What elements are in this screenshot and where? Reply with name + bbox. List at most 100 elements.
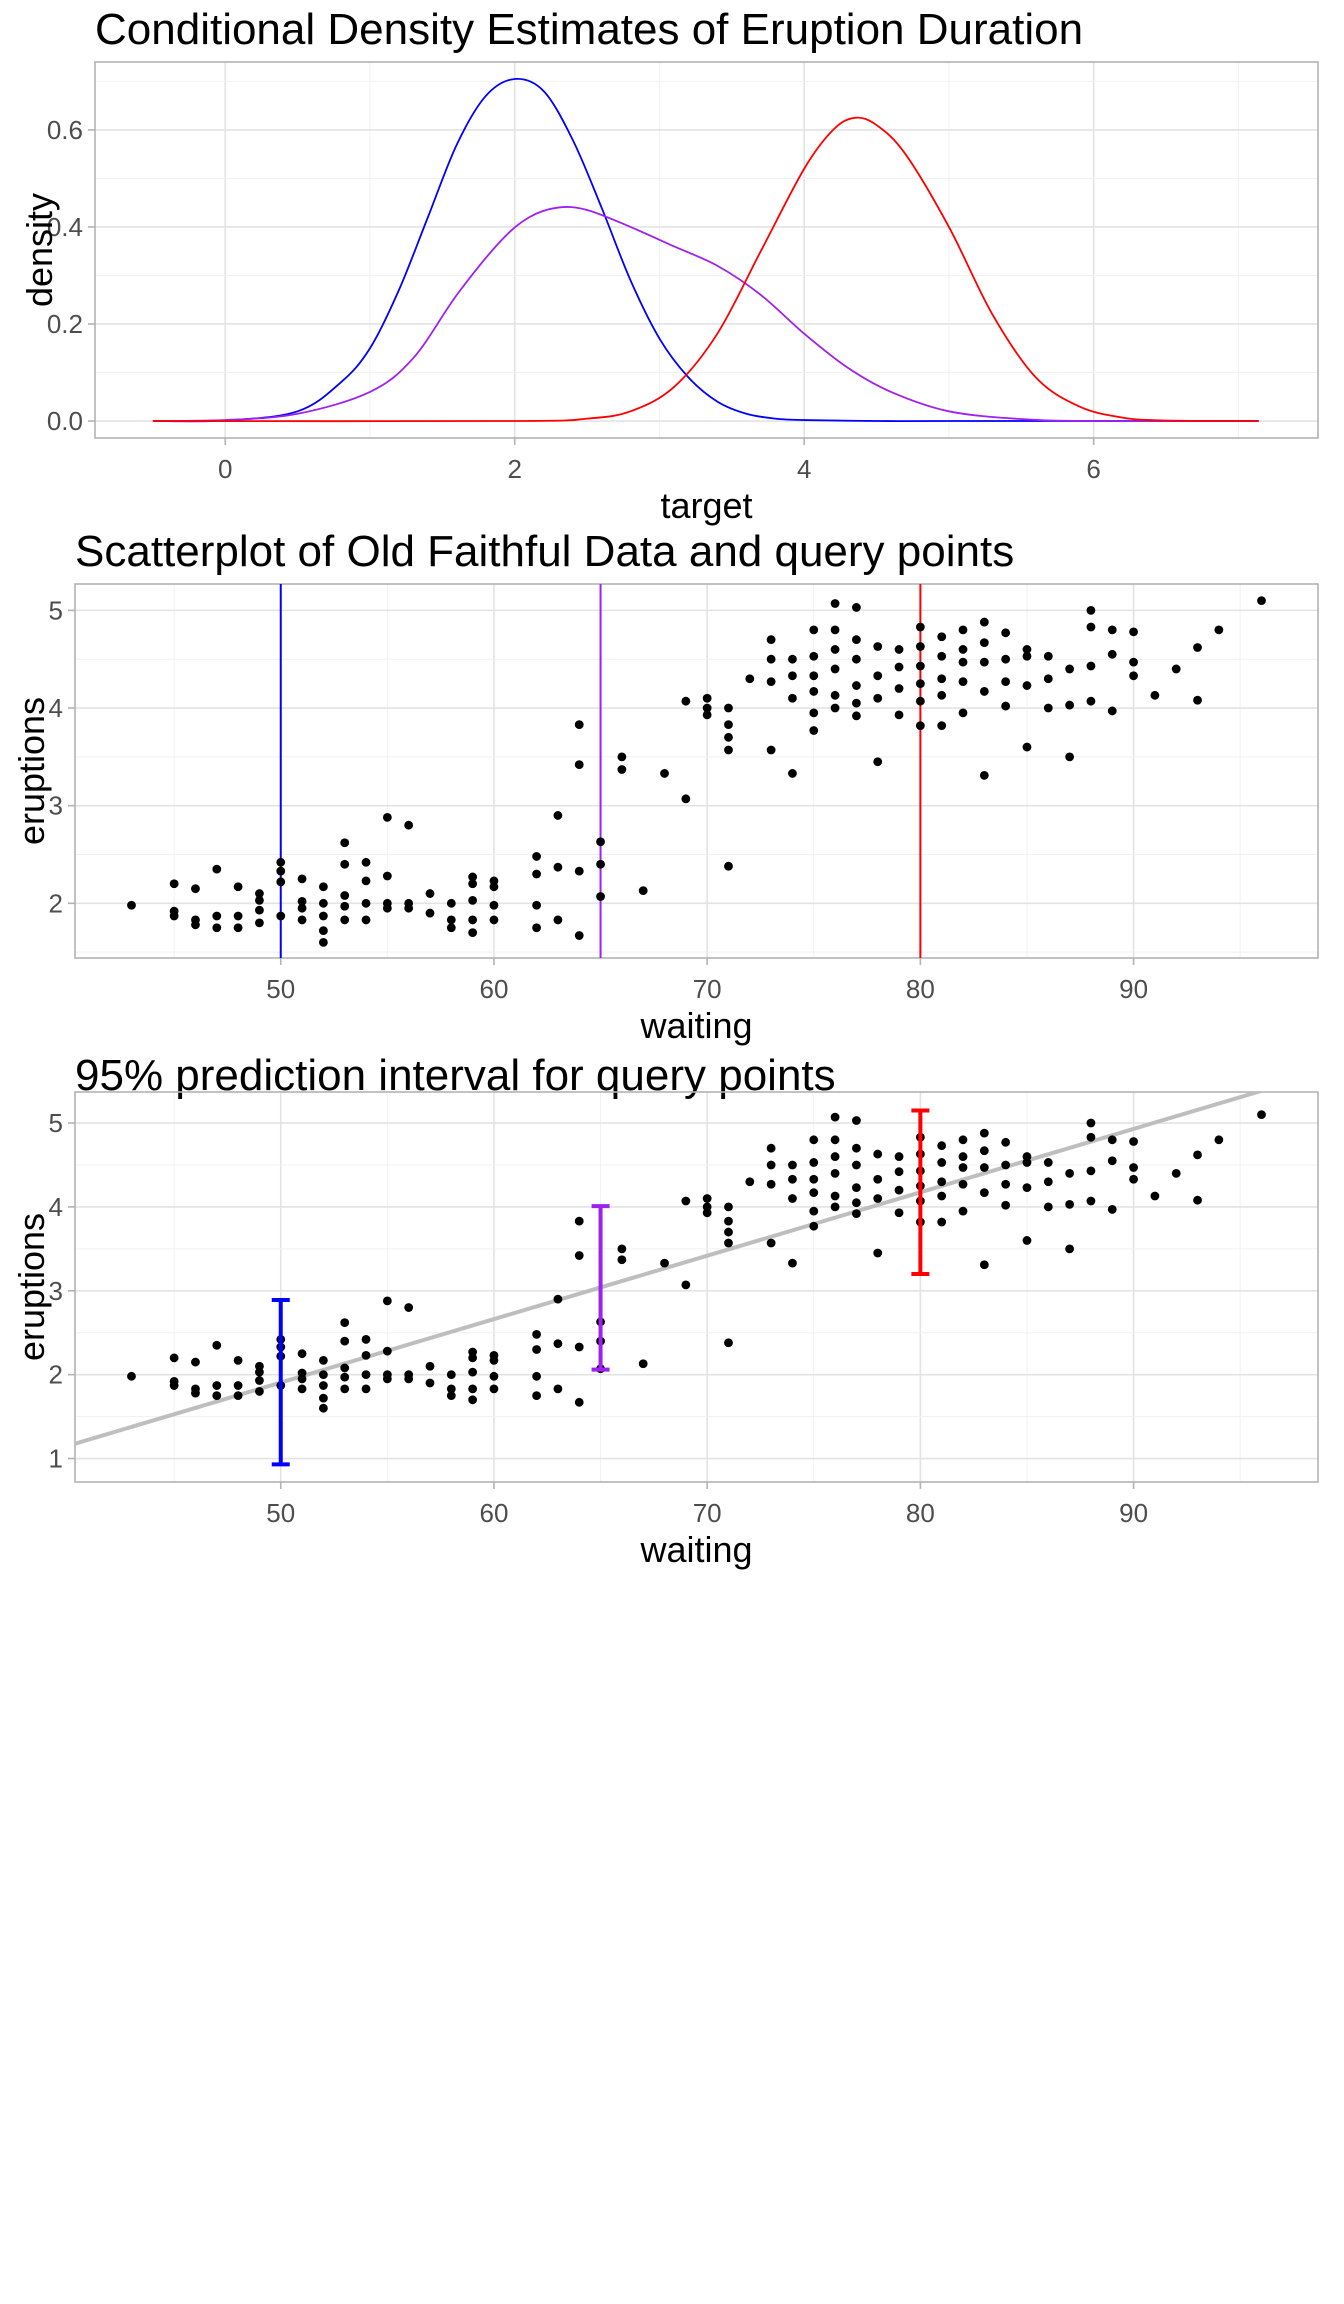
data-point — [852, 1183, 861, 1193]
data-point — [532, 1391, 541, 1401]
data-point — [1022, 645, 1032, 654]
data-point — [873, 757, 883, 767]
data-point — [361, 857, 371, 867]
data-point — [532, 900, 541, 910]
x-tick-label: 80 — [906, 974, 935, 1004]
x-axis-title: waiting — [639, 1005, 752, 1046]
data-point — [574, 866, 584, 876]
data-point — [617, 1244, 627, 1254]
data-point — [724, 1227, 733, 1237]
plot-frame — [74, 583, 1319, 959]
data-point — [1107, 706, 1117, 716]
data-point — [830, 664, 840, 674]
data-point — [361, 876, 371, 886]
data-point — [937, 1177, 947, 1187]
data-point — [894, 710, 904, 720]
data-point — [702, 1194, 712, 1203]
prediction-interval-red — [911, 1108, 930, 1276]
data-point — [724, 1202, 733, 1212]
data-point — [788, 1160, 797, 1170]
y-axis-title: eruptions — [11, 1213, 52, 1361]
data-point — [169, 879, 179, 889]
data-point — [382, 871, 392, 881]
x-tick-label: 70 — [693, 974, 722, 1004]
data-point — [340, 1384, 350, 1394]
data-point — [873, 1194, 883, 1203]
data-point — [468, 1384, 478, 1394]
data-point — [681, 794, 691, 804]
data-point — [766, 1160, 776, 1170]
data-point — [1129, 1163, 1138, 1172]
data-point — [468, 915, 478, 925]
x-tick-label: 2 — [507, 454, 521, 484]
data-point — [830, 1191, 840, 1201]
x-tick-label: 90 — [1119, 1498, 1148, 1528]
y-tick-label: 2 — [49, 888, 63, 918]
data-point — [788, 671, 797, 681]
data-point — [894, 1208, 904, 1218]
data-point — [233, 882, 243, 892]
data-point — [489, 900, 499, 910]
data-point — [915, 661, 925, 671]
data-point — [127, 1371, 136, 1381]
data-point — [1065, 752, 1075, 762]
data-point — [489, 882, 499, 892]
data-point — [1001, 628, 1011, 638]
data-point — [766, 1238, 776, 1248]
data-point — [1086, 622, 1096, 632]
density-curve-red — [152, 116, 1259, 423]
data-point — [1086, 1132, 1096, 1142]
data-point — [318, 1403, 328, 1413]
data-point — [1193, 1195, 1202, 1205]
x-axis-title: target — [660, 485, 752, 526]
data-point — [340, 859, 350, 869]
data-point — [1001, 677, 1011, 687]
data-point — [1001, 701, 1011, 711]
data-point — [446, 1391, 456, 1401]
data-point — [915, 696, 925, 706]
data-point — [297, 903, 307, 913]
data-point — [532, 1329, 541, 1339]
data-point — [1214, 1135, 1224, 1145]
data-point — [574, 1342, 584, 1352]
data-point — [852, 1160, 861, 1170]
data-point — [979, 1260, 989, 1270]
x-tick-label: 0 — [218, 454, 232, 484]
data-point — [979, 1188, 989, 1198]
data-point — [212, 1340, 222, 1350]
data-point — [809, 625, 819, 635]
data-point — [468, 928, 478, 938]
data-point — [553, 915, 563, 925]
data-point — [830, 625, 840, 635]
data-point — [1107, 625, 1117, 635]
data-point — [340, 901, 350, 911]
data-point — [382, 1296, 392, 1306]
data-point — [382, 812, 392, 822]
data-point — [894, 1167, 904, 1177]
data-point — [255, 1376, 264, 1385]
data-point — [937, 632, 947, 642]
data-point — [915, 642, 925, 651]
data-point — [297, 896, 307, 906]
data-point — [852, 698, 861, 708]
data-point — [361, 1384, 371, 1394]
y-tick-label: 4 — [49, 693, 63, 723]
data-point — [852, 654, 861, 664]
data-point — [255, 1387, 264, 1396]
data-point — [489, 1371, 499, 1381]
data-point — [553, 1294, 563, 1304]
chart-title: Conditional Density Estimates of Eruptio… — [95, 5, 1083, 54]
y-grid — [75, 609, 1318, 953]
data-point — [297, 1384, 307, 1394]
data-point — [1193, 1150, 1202, 1160]
data-point — [361, 898, 371, 908]
data-point — [830, 1135, 840, 1145]
data-point — [958, 677, 968, 687]
data-point — [404, 903, 414, 913]
data-point — [979, 638, 989, 647]
data-point — [1001, 654, 1011, 664]
data-point — [958, 625, 968, 635]
data-point — [297, 1374, 307, 1384]
data-point — [873, 671, 883, 681]
data-point — [361, 1370, 371, 1380]
